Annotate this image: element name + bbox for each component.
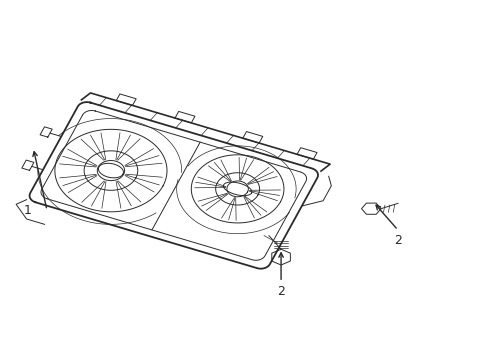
Text: 2: 2 (393, 234, 401, 247)
Text: 2: 2 (277, 285, 285, 298)
Text: 1: 1 (23, 204, 31, 217)
